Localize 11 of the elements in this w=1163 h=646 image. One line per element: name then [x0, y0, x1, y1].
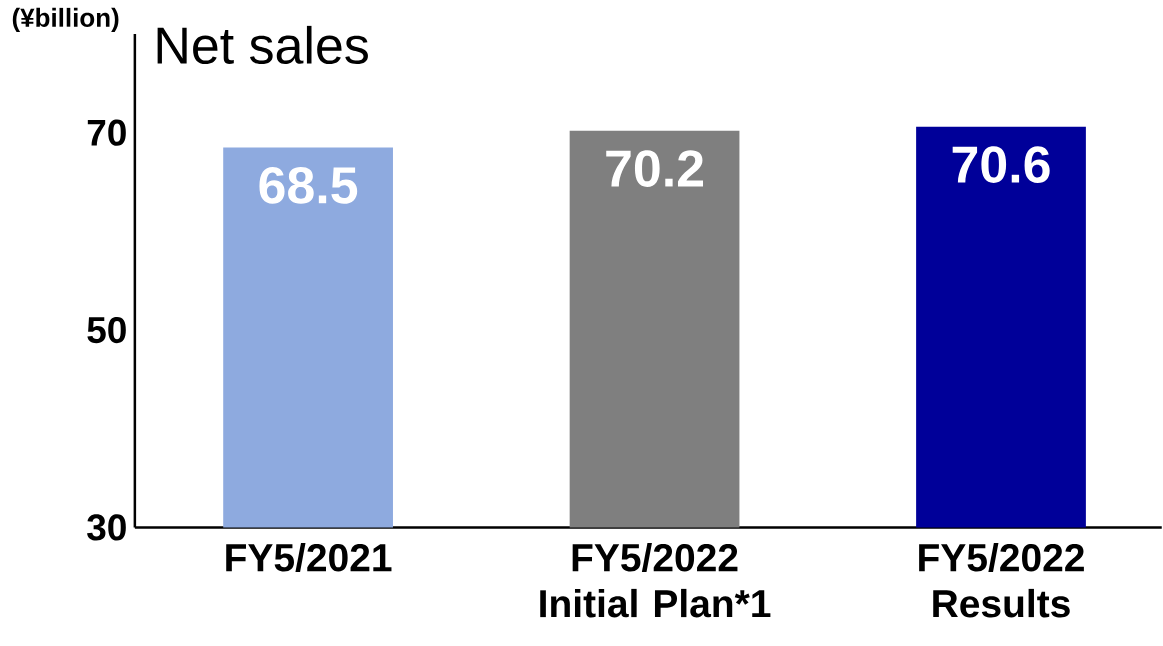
- data-label: 70.6: [952, 146, 1050, 183]
- y-tick-label: 70: [87, 119, 126, 146]
- x-tick-label: FY5/2022 Initial Plan*1: [540, 542, 771, 618]
- y-tick-label: 30: [87, 514, 126, 541]
- data-label: 70.2: [606, 150, 704, 187]
- y-axis-title: (¥billion): [12, 7, 119, 32]
- chart-title: Net sales: [157, 25, 368, 64]
- x-tick-label: FY5/2021: [226, 542, 392, 572]
- data-label: 68.5: [259, 166, 358, 204]
- x-tick-label: FY5/2022 Results: [919, 542, 1084, 618]
- y-tick-label: 50: [87, 316, 126, 343]
